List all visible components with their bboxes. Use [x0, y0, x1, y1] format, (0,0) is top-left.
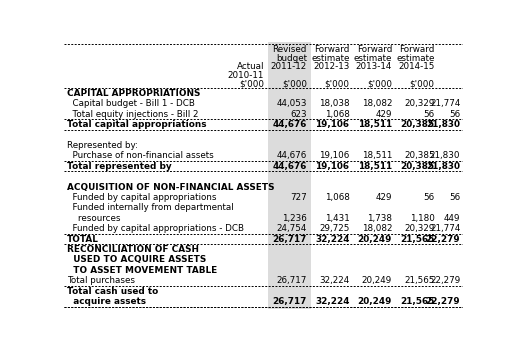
Text: 21,774: 21,774: [430, 99, 460, 108]
Text: 21,774: 21,774: [430, 224, 460, 233]
Text: 20,249: 20,249: [358, 235, 392, 244]
Text: 44,676: 44,676: [277, 151, 307, 160]
Text: 21,565: 21,565: [400, 297, 435, 306]
Text: 18,511: 18,511: [358, 120, 392, 129]
Text: 56: 56: [449, 193, 460, 202]
Text: 21,565: 21,565: [405, 276, 435, 285]
Text: budget: budget: [276, 54, 307, 63]
Text: 56: 56: [449, 110, 460, 119]
Text: estimate: estimate: [354, 54, 392, 63]
Text: 44,053: 44,053: [277, 99, 307, 108]
Text: 19,106: 19,106: [316, 120, 350, 129]
Text: 1,738: 1,738: [367, 214, 392, 223]
Text: 20,385: 20,385: [404, 151, 435, 160]
Text: Funded by capital appropriations - DCB: Funded by capital appropriations - DCB: [67, 224, 244, 233]
Text: 18,038: 18,038: [319, 99, 350, 108]
Text: 44,676: 44,676: [272, 162, 307, 171]
Text: 20,249: 20,249: [358, 297, 392, 306]
Text: 22,279: 22,279: [430, 276, 460, 285]
Text: 2014-15: 2014-15: [398, 62, 435, 71]
Text: 26,717: 26,717: [272, 297, 307, 306]
Text: 2013-14: 2013-14: [356, 62, 392, 71]
Text: 32,224: 32,224: [315, 235, 350, 244]
Text: 22,279: 22,279: [426, 297, 460, 306]
Text: 26,717: 26,717: [277, 276, 307, 285]
Text: TO ASSET MOVEMENT TABLE: TO ASSET MOVEMENT TABLE: [67, 266, 217, 275]
Text: RECONCILIATION OF CASH: RECONCILIATION OF CASH: [67, 245, 198, 254]
Text: 20,249: 20,249: [362, 276, 392, 285]
Text: 623: 623: [290, 110, 307, 119]
Text: 1,236: 1,236: [282, 214, 307, 223]
Text: $'000: $'000: [410, 79, 435, 88]
Text: 429: 429: [376, 193, 392, 202]
Text: Total represented by: Total represented by: [67, 162, 171, 171]
Text: 32,224: 32,224: [319, 276, 350, 285]
Text: 21,565: 21,565: [400, 235, 435, 244]
Text: 21,830: 21,830: [430, 151, 460, 160]
Text: 20,385: 20,385: [400, 162, 435, 171]
Text: 18,511: 18,511: [362, 151, 392, 160]
Text: TOTAL: TOTAL: [67, 235, 99, 244]
Text: Total purchases: Total purchases: [67, 276, 135, 285]
Text: 21,830: 21,830: [426, 120, 460, 129]
Bar: [268, 42, 311, 309]
Text: 56: 56: [424, 110, 435, 119]
Text: Funded by capital appropriations: Funded by capital appropriations: [67, 193, 216, 202]
Text: USED TO ACQUIRE ASSETS: USED TO ACQUIRE ASSETS: [67, 255, 206, 264]
Text: 19,106: 19,106: [316, 162, 350, 171]
Text: estimate: estimate: [311, 54, 350, 63]
Text: 1,431: 1,431: [325, 214, 350, 223]
Text: Actual: Actual: [237, 62, 264, 71]
Text: $'000: $'000: [282, 79, 307, 88]
Text: 1,068: 1,068: [324, 110, 350, 119]
Text: 20,385: 20,385: [400, 120, 435, 129]
Text: ACQUISITION OF NON-FINANCIAL ASSETS: ACQUISITION OF NON-FINANCIAL ASSETS: [67, 183, 274, 192]
Text: 2012-13: 2012-13: [313, 62, 350, 71]
Text: 24,754: 24,754: [277, 224, 307, 233]
Text: 449: 449: [444, 214, 460, 223]
Text: 26,717: 26,717: [272, 235, 307, 244]
Text: 56: 56: [424, 193, 435, 202]
Text: Total cash used to: Total cash used to: [67, 287, 158, 296]
Text: Purchase of non-financial assets: Purchase of non-financial assets: [67, 151, 213, 160]
Text: 18,082: 18,082: [361, 224, 392, 233]
Text: 19,106: 19,106: [319, 151, 350, 160]
Text: 29,725: 29,725: [319, 224, 350, 233]
Text: resources: resources: [67, 214, 120, 223]
Text: Capital budget - Bill 1 - DCB: Capital budget - Bill 1 - DCB: [67, 99, 194, 108]
Text: $'000: $'000: [367, 79, 392, 88]
Text: 32,224: 32,224: [315, 297, 350, 306]
Text: 21,830: 21,830: [426, 162, 460, 171]
Text: Funded internally from departmental: Funded internally from departmental: [67, 203, 233, 212]
Text: 1,180: 1,180: [410, 214, 435, 223]
Text: 2011-12: 2011-12: [270, 62, 307, 71]
Text: Forward: Forward: [357, 45, 392, 54]
Text: 1,068: 1,068: [324, 193, 350, 202]
Text: 18,082: 18,082: [361, 99, 392, 108]
Text: 2010-11: 2010-11: [228, 71, 264, 80]
Text: 44,676: 44,676: [272, 120, 307, 129]
Text: estimate: estimate: [396, 54, 435, 63]
Text: CAPITAL APPROPRIATIONS: CAPITAL APPROPRIATIONS: [67, 89, 200, 98]
Text: 20,329: 20,329: [405, 224, 435, 233]
Text: Forward: Forward: [314, 45, 350, 54]
Text: 429: 429: [376, 110, 392, 119]
Text: Total capital appropriations: Total capital appropriations: [67, 120, 206, 129]
Text: 727: 727: [290, 193, 307, 202]
Text: 18,511: 18,511: [358, 162, 392, 171]
Text: acquire assets: acquire assets: [67, 297, 145, 306]
Text: $'000: $'000: [239, 79, 264, 88]
Text: $'000: $'000: [324, 79, 350, 88]
Text: Forward: Forward: [399, 45, 435, 54]
Text: 22,279: 22,279: [426, 235, 460, 244]
Text: 20,329: 20,329: [405, 99, 435, 108]
Text: Revised: Revised: [272, 45, 307, 54]
Text: Total equity injections - Bill 2: Total equity injections - Bill 2: [67, 110, 198, 119]
Text: Represented by:: Represented by:: [67, 141, 137, 150]
